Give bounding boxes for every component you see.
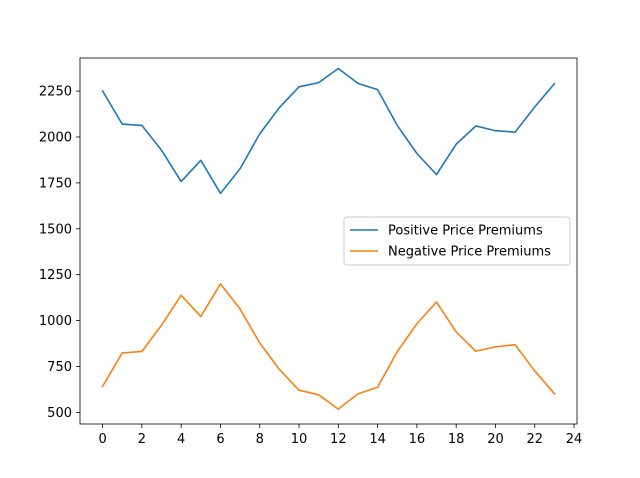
y-tick-label: 1500 (39, 222, 72, 237)
x-tick-label: 16 (409, 432, 426, 447)
y-tick-label: 2000 (39, 130, 72, 145)
x-tick-label: 0 (98, 432, 106, 447)
y-tick-label: 1750 (39, 176, 72, 191)
series-line (101, 67, 556, 195)
series-lines (101, 67, 556, 410)
legend-box (343, 216, 571, 266)
x-axis: 0 2 4 6 8 10 12 14 16 18 20 22 24 (98, 424, 582, 447)
y-tick-label: 2250 (39, 85, 72, 100)
legend: Positive Price Premiums Negative Price Pr… (343, 216, 571, 266)
y-axis: 500 750 1000 1250 1500 1750 2000 2250 (39, 85, 80, 421)
plot-frame (79, 57, 578, 425)
legend-label: Negative Price Premiums (388, 245, 551, 260)
x-tick-label: 2 (138, 432, 146, 447)
x-tick-label: 18 (448, 432, 465, 447)
x-tick-label: 22 (526, 432, 543, 447)
legend-label: Positive Price Premiums (388, 224, 543, 239)
x-tick-label: 6 (216, 432, 224, 447)
x-tick-label: 24 (566, 432, 583, 447)
series-line (101, 283, 556, 410)
x-tick-label: 14 (369, 432, 386, 447)
x-tick-label: 12 (330, 432, 347, 447)
x-tick-label: 10 (291, 432, 308, 447)
x-tick-label: 4 (177, 432, 185, 447)
x-tick-label: 20 (487, 432, 504, 447)
x-tick-label: 8 (256, 432, 264, 447)
y-tick-label: 1250 (39, 268, 72, 283)
y-tick-label: 500 (47, 406, 72, 421)
y-tick-label: 750 (47, 360, 72, 375)
y-tick-label: 1000 (39, 314, 72, 329)
